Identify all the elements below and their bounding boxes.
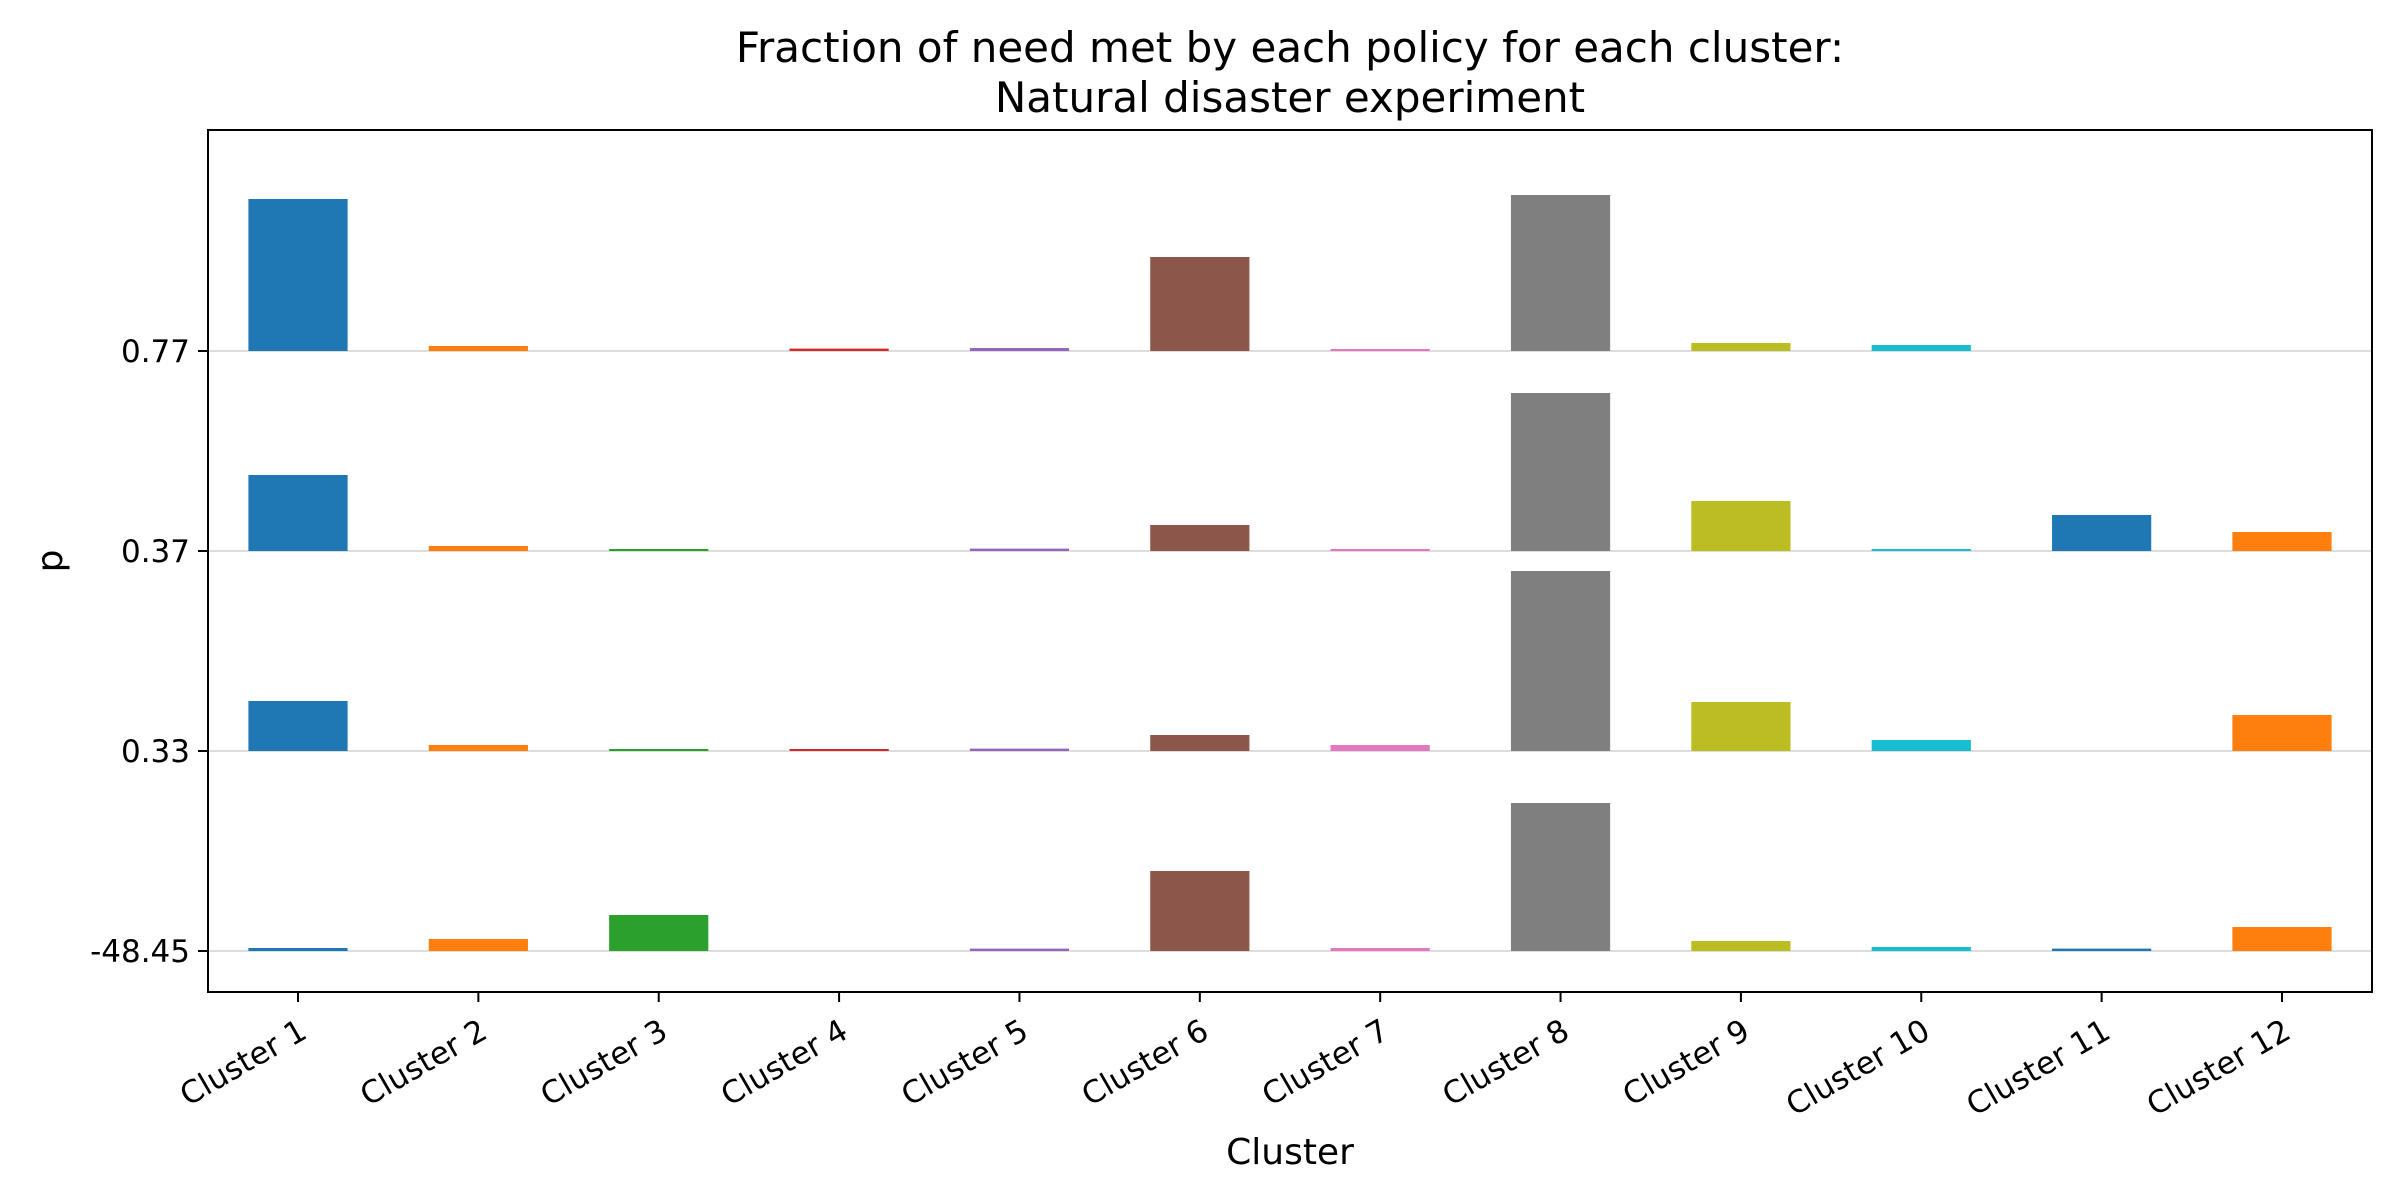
x-tick-label: Cluster 7 (1256, 1013, 1395, 1114)
bar (2232, 927, 2332, 951)
bar (2052, 515, 2152, 551)
bar (969, 348, 1070, 351)
bar (1150, 525, 1250, 551)
bar (789, 348, 889, 351)
x-tick-label: Cluster 10 (1780, 1013, 1936, 1124)
bar (1691, 343, 1791, 351)
bar (1691, 941, 1791, 951)
bar (1510, 571, 1611, 751)
x-tick-label: Cluster 1 (174, 1013, 313, 1114)
y-tick-label: 0.33 (121, 734, 190, 770)
x-tick-label: Cluster 12 (2141, 1013, 2297, 1124)
bar (2232, 715, 2332, 751)
x-axis: Cluster 1 Cluster 2 Cluster 3 Cluster 4 Clus… (174, 992, 2297, 1123)
bar (248, 475, 348, 551)
bar (1330, 549, 1430, 551)
bar (609, 549, 709, 551)
bar (609, 915, 709, 951)
bar (1691, 702, 1791, 751)
x-tick-label: Cluster 3 (535, 1013, 674, 1114)
x-axis-label: Cluster (1226, 1132, 1354, 1173)
x-tick-label: Cluster 5 (895, 1013, 1034, 1114)
y-tick-label: 0.37 (121, 534, 190, 570)
x-tick-label: Cluster 6 (1076, 1013, 1215, 1114)
bar (1871, 549, 1971, 551)
gridlines (208, 350, 2372, 952)
bar (248, 199, 348, 351)
bar (428, 546, 528, 551)
bar (969, 548, 1070, 551)
bar (1150, 735, 1250, 751)
bar (248, 701, 348, 751)
bar (609, 749, 709, 751)
bar (428, 939, 528, 951)
bar (1510, 195, 1611, 351)
bar (969, 948, 1070, 951)
chart-title-line-2: Natural disaster experiment (995, 73, 1585, 122)
bars (248, 195, 2332, 951)
bar (428, 745, 528, 751)
bar (789, 749, 889, 751)
bar (1871, 740, 1971, 751)
bar (1691, 501, 1791, 551)
x-tick-label: Cluster 9 (1617, 1013, 1756, 1114)
bar (1330, 349, 1430, 351)
y-tick-label: -48.45 (90, 934, 190, 970)
bar (1510, 393, 1611, 551)
x-tick-label: Cluster 4 (715, 1013, 854, 1114)
y-tick-label: 0.77 (121, 334, 190, 370)
x-tick-label: Cluster 11 (1960, 1013, 2116, 1124)
bar (1510, 803, 1611, 951)
bar (428, 346, 528, 351)
bar (1150, 257, 1250, 351)
bar (248, 948, 348, 951)
bar (1330, 745, 1430, 751)
bar (1871, 345, 1971, 351)
bar (1150, 871, 1250, 951)
y-axis: 0.77 0.37 0.33 -48.45 (90, 334, 208, 970)
bar (969, 748, 1070, 751)
x-tick-label: Cluster 8 (1436, 1013, 1575, 1114)
plot-area-frame (207, 129, 2373, 993)
x-tick-label: Cluster 2 (354, 1013, 493, 1114)
bar (1330, 948, 1430, 951)
bar (2052, 948, 2152, 951)
bar (1871, 947, 1971, 951)
bar (2232, 532, 2332, 551)
y-axis-label: p (30, 550, 71, 573)
chart-title-line-1: Fraction of need met by each policy for … (736, 23, 1844, 72)
